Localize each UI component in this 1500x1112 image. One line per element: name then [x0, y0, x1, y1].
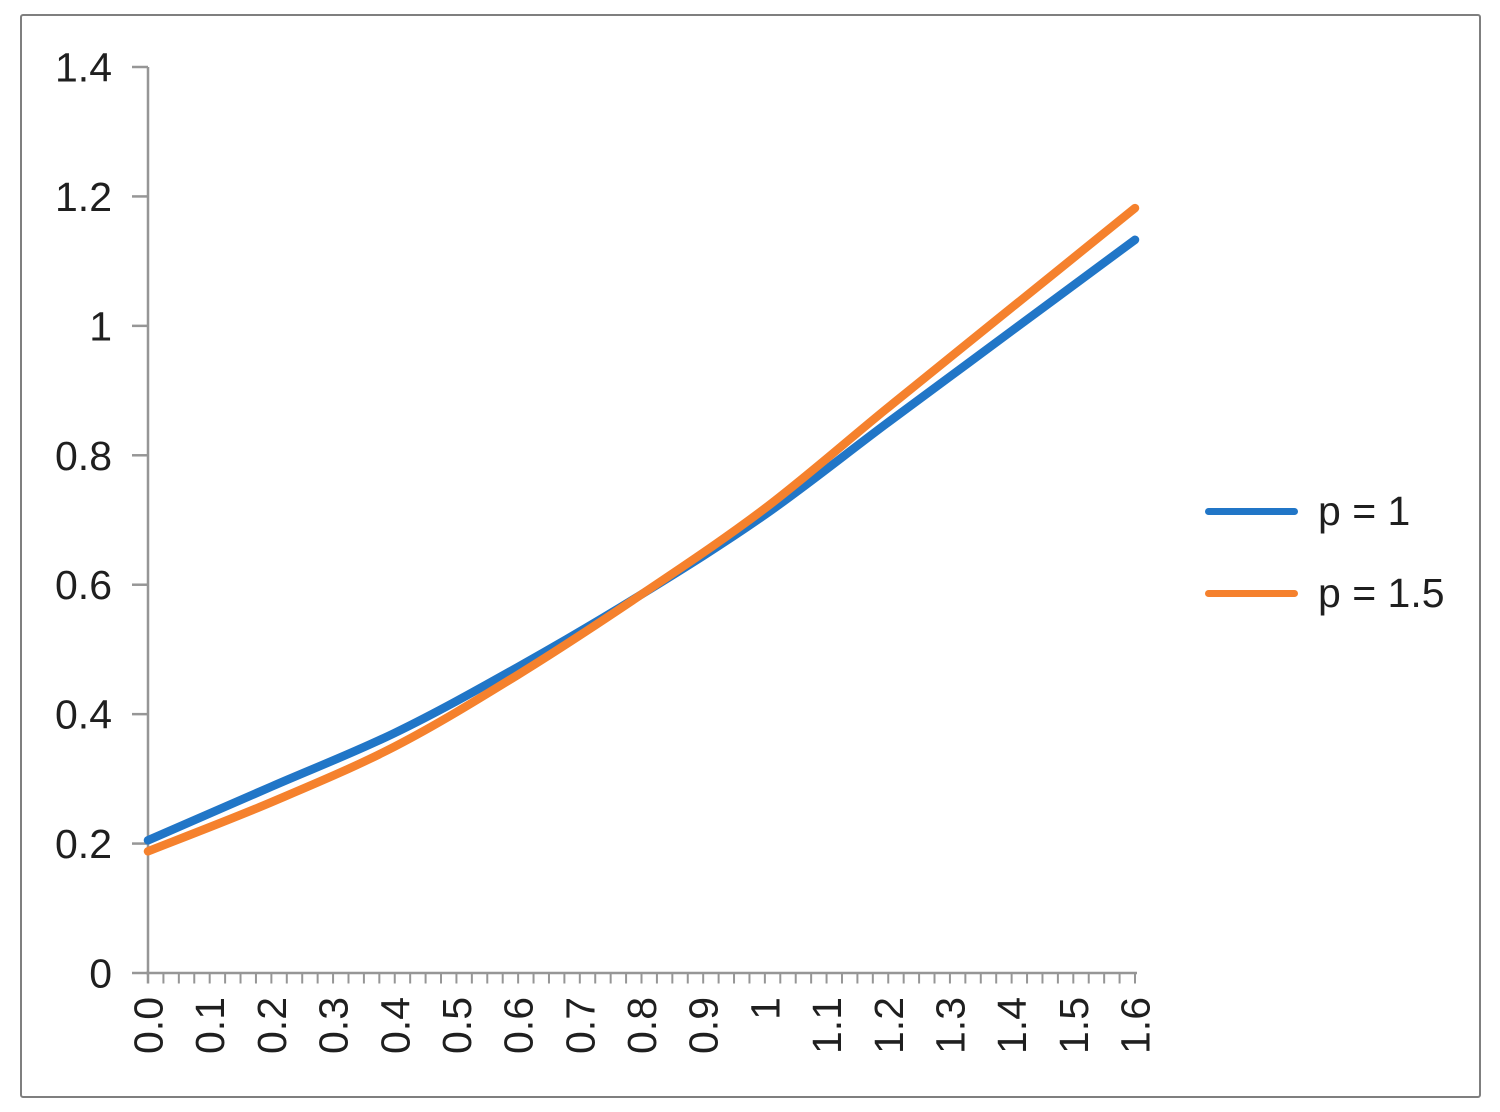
y-tick-label: 0.4	[55, 692, 112, 738]
y-tick-label: 1.4	[55, 45, 112, 91]
x-tick-label: 0.5	[434, 997, 480, 1054]
legend-label-p1: p = 1	[1318, 488, 1411, 534]
chart-outer-border	[20, 14, 1481, 1098]
x-tick-label: 0.8	[619, 997, 665, 1054]
line-swatch-orange-icon	[1205, 590, 1298, 597]
legend-item-p15: p = 1.5	[1205, 571, 1445, 616]
x-tick-label: 0.0	[126, 997, 172, 1054]
x-tick-label: 0.3	[311, 997, 357, 1054]
series-curve-p15	[143, 203, 1140, 856]
x-tick-label: 0.9	[681, 997, 727, 1054]
x-tick-label: 1.6	[1113, 997, 1159, 1054]
x-tick-label: 1.1	[804, 997, 850, 1054]
y-tick-label: 0.6	[55, 562, 112, 608]
x-tick-label: 1.4	[989, 997, 1035, 1054]
y-tick-label: 0.8	[55, 433, 112, 479]
line-swatch-blue-icon	[1205, 508, 1298, 515]
x-tick-label: 1.5	[1051, 997, 1097, 1054]
x-tick-label: 0.1	[187, 997, 233, 1054]
y-tick-label: 1.2	[55, 174, 112, 220]
legend-item-p1: p = 1	[1205, 489, 1445, 534]
x-tick-label: 0.7	[557, 997, 603, 1054]
x-tick-label: 1	[742, 997, 788, 1020]
x-tick-label: 0.2	[249, 997, 295, 1054]
legend-label-p15: p = 1.5	[1318, 570, 1445, 616]
y-tick-label: 0.2	[55, 821, 112, 867]
x-tick-label: 1.3	[927, 997, 973, 1054]
legend: p = 1 p = 1.5	[1205, 489, 1445, 616]
x-tick-label: 1.2	[866, 997, 912, 1054]
x-tick-label: 0.6	[496, 997, 542, 1054]
y-tick-label: 1	[89, 303, 112, 349]
y-tick-label: 0	[89, 951, 112, 997]
x-tick-label: 0.4	[372, 997, 418, 1054]
